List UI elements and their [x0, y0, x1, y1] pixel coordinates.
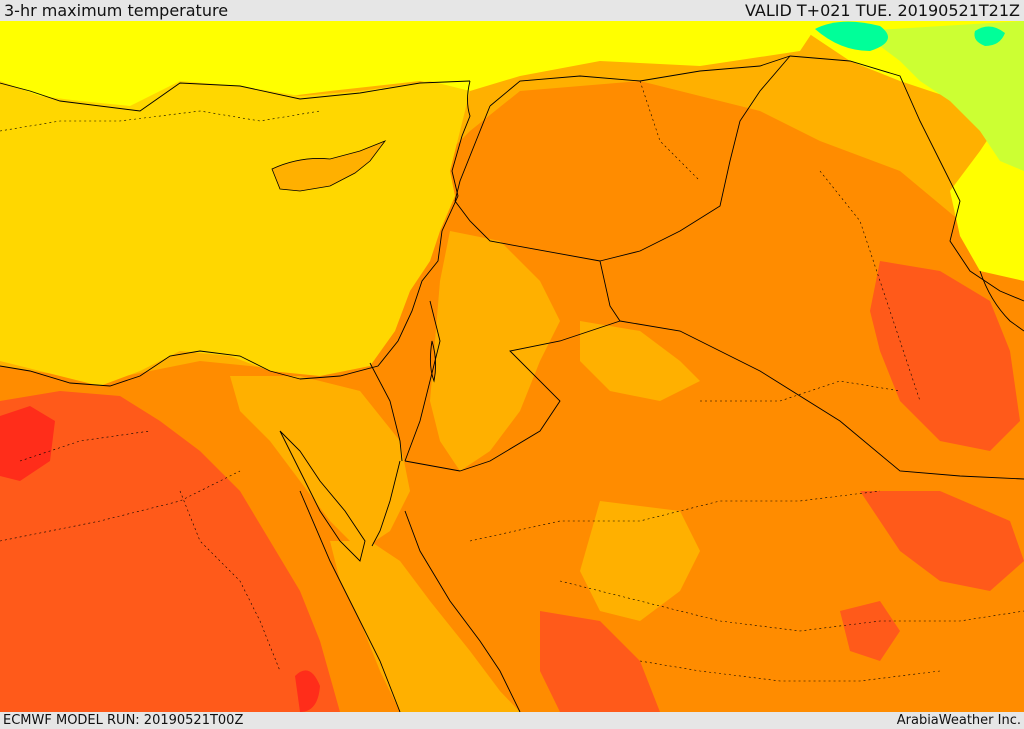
temp-zone-northeast-cold — [815, 21, 888, 51]
temp-zone-egypt-hottest — [0, 406, 55, 481]
dotted-border-10 — [179, 490, 281, 672]
turkey-coastline — [0, 80, 471, 112]
temp-zone-iraq-hot — [870, 261, 1020, 451]
dotted-border-9 — [639, 660, 941, 682]
dotted-border-2 — [19, 430, 151, 462]
dotted-border-3 — [469, 490, 881, 542]
map-title: 3-hr maximum temperature — [4, 1, 229, 20]
egypt-coastline — [0, 350, 301, 387]
dotted-border-5 — [639, 80, 701, 182]
temp-zone-jordan-mild — [580, 321, 700, 401]
temperature-map — [0, 21, 1024, 712]
coastlines — [0, 80, 1024, 712]
border-jordan-iraq — [599, 260, 621, 322]
credit: ArabiaWeather Inc. — [896, 713, 1021, 728]
temp-zone-sinai-mild — [230, 376, 410, 551]
red-sea-west-coast — [299, 490, 401, 712]
persian-gulf-coast — [979, 270, 1024, 332]
red-sea-mild — [330, 541, 520, 712]
dotted-border-4 — [559, 580, 1024, 632]
border-iran-iraq — [789, 55, 1024, 302]
temp-zone-northeast-cooler — [860, 21, 1024, 171]
temperature-map-svg — [0, 21, 1024, 712]
border-israel-egypt — [369, 362, 403, 462]
temp-zone-levant-mild — [430, 231, 560, 471]
valid-time: VALID T+021 TUE. 20190521T21Z — [744, 1, 1020, 20]
model-run: ECMWF MODEL RUN: 20190521T00Z — [3, 713, 244, 728]
map-footer: ECMWF MODEL RUN: 20190521T00Z ArabiaWeat… — [0, 712, 1024, 729]
border-saudi-west — [404, 460, 461, 472]
dotted-border-1 — [0, 470, 241, 542]
border-jordan-israel — [404, 300, 441, 462]
levant-coastline — [299, 80, 471, 380]
province-borders — [0, 80, 1024, 682]
map-header: 3-hr maximum temperature VALID T+021 TUE… — [0, 0, 1024, 21]
temp-zone-south-hot — [540, 611, 660, 712]
border-syria-iraq — [599, 55, 791, 262]
temp-zone-northeast-cold-2 — [974, 26, 1005, 46]
gulf-of-suez-coast — [279, 430, 366, 562]
gulf-of-aqaba-coast — [371, 460, 401, 547]
temp-zone-gulf-hot — [860, 491, 1024, 591]
dotted-border-7 — [0, 110, 321, 132]
dotted-border-8 — [700, 380, 901, 402]
temp-zone-egypt-hot — [0, 391, 340, 712]
red-sea-east-coast — [404, 510, 521, 712]
dotted-border-6 — [819, 170, 921, 402]
temp-zone-southeast-hot — [840, 601, 900, 661]
temp-zone-egypt-hottest-2 — [295, 670, 320, 712]
cyprus-island — [271, 140, 387, 192]
dead-sea — [429, 340, 437, 383]
temp-zone-saudi-mild — [580, 501, 700, 621]
border-iraq-saudi — [619, 320, 1024, 480]
border-jordan-saudi — [459, 320, 621, 472]
border-syria-west — [454, 105, 601, 262]
